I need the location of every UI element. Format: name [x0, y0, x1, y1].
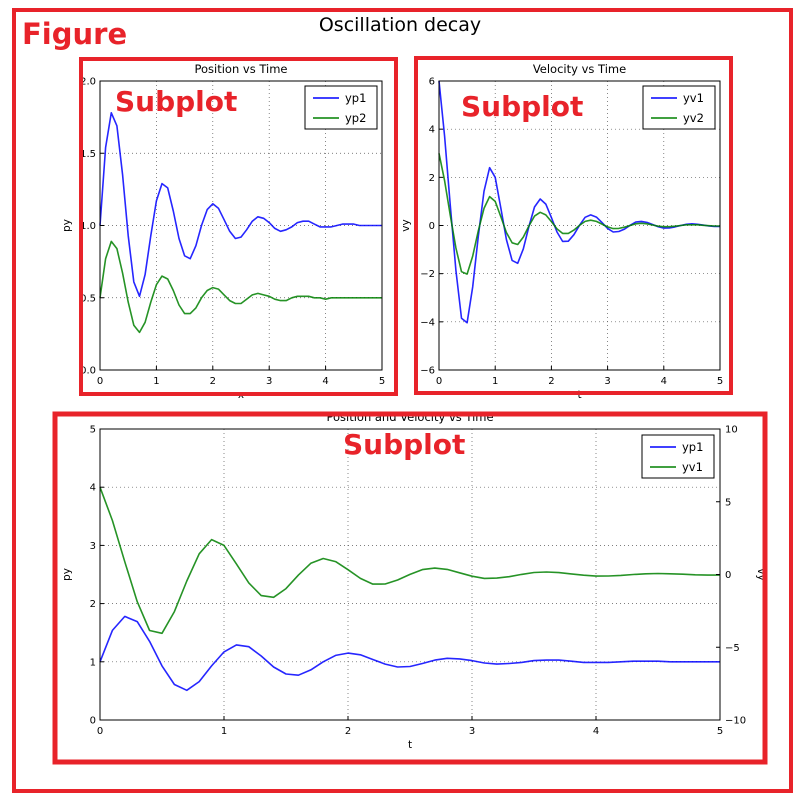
- y-tick-label: −6: [420, 366, 435, 377]
- figure-annotation-box: [12, 8, 793, 793]
- annotation-layer: Figure Subplot Subplot Subplot: [12, 8, 793, 793]
- x-tick-label: 0: [97, 726, 103, 737]
- y2-tick-label: 5: [725, 497, 731, 508]
- y2-tick-label: −10: [725, 716, 746, 727]
- y-tick-label: 0: [90, 716, 96, 727]
- y-tick-label: 2: [90, 599, 96, 610]
- legend-label-yp1: yp1: [682, 440, 703, 454]
- subplot-annotation-label-1: Subplot: [115, 85, 237, 118]
- subplot-annotation-label-3: Subplot: [343, 428, 465, 461]
- chart-title: Velocity vs Time: [533, 62, 626, 76]
- x-tick-label: 3: [266, 376, 272, 387]
- legend-label-yp2: yp2: [345, 111, 366, 125]
- x-tick-label: 3: [469, 726, 475, 737]
- y-axis-label: py: [61, 568, 73, 581]
- legend-label-yp1: yp1: [345, 91, 366, 105]
- legend-box: [642, 85, 716, 130]
- legend-box: [304, 85, 378, 130]
- x-tick-label: 1: [492, 376, 498, 387]
- x-tick-label: 5: [717, 726, 723, 737]
- y-tick-label: 1: [90, 657, 96, 668]
- series-line-yp2: [99, 240, 382, 334]
- subplot-annotation-label-2: Subplot: [461, 90, 583, 123]
- y2-tick-label: −5: [725, 643, 740, 654]
- legend-label-yv1: yv1: [683, 91, 704, 105]
- subplot-annotation-box-3: [52, 411, 768, 765]
- legend-label-yv2: yv2: [683, 111, 704, 125]
- series-line-yv1: [99, 486, 720, 635]
- x-tick-label: 0: [97, 376, 103, 387]
- series-line-yv2: [438, 153, 720, 275]
- y-axis-label: py: [61, 219, 73, 232]
- figure-annotation-label: Figure: [22, 17, 127, 51]
- x-tick-label: 2: [345, 726, 351, 737]
- x-tick-label: 0: [436, 376, 442, 387]
- y-tick-label: 4: [90, 483, 96, 494]
- y-tick-label: 6: [429, 77, 435, 88]
- figure-title: Oscillation decay: [319, 14, 481, 36]
- y-tick-label: 1.5: [80, 149, 96, 160]
- x-tick-label: 4: [661, 376, 667, 387]
- series-line-yp1: [99, 615, 720, 692]
- y-tick-label: 0.5: [80, 293, 96, 304]
- x-tick-label: 2: [210, 376, 216, 387]
- y-axis-label: vy: [400, 219, 412, 231]
- subplot-annotation-box-1: [79, 57, 398, 396]
- y-tick-label: −4: [420, 317, 435, 328]
- subplot-annotation-box-2: [414, 56, 733, 395]
- x-tick-label: 5: [717, 376, 723, 387]
- series-line-yp1: [99, 112, 382, 298]
- x-tick-label: 5: [379, 376, 385, 387]
- chart-title: Position vs Time: [194, 62, 287, 76]
- y-tick-label: 2: [429, 173, 435, 184]
- x-tick-label: 3: [604, 376, 610, 387]
- x-axis-label: t: [408, 739, 412, 751]
- y-tick-label: 4: [429, 125, 435, 136]
- x-tick-label: 1: [221, 726, 227, 737]
- y-tick-label: 0.0: [80, 366, 96, 377]
- y-tick-label: −2: [420, 269, 435, 280]
- y2-tick-label: 10: [725, 425, 738, 436]
- legend-label-yv1: yv1: [682, 460, 703, 474]
- y2-tick-label: 0: [725, 570, 731, 581]
- y-tick-label: 3: [90, 541, 96, 552]
- y-tick-label: 2.0: [80, 77, 96, 88]
- y-tick-label: 1.0: [80, 221, 96, 232]
- legend-box: [641, 434, 715, 479]
- x-tick-label: 1: [153, 376, 159, 387]
- x-tick-label: 4: [593, 726, 599, 737]
- y-tick-label: 0: [429, 221, 435, 232]
- y-tick-label: 5: [90, 425, 96, 436]
- x-tick-label: 4: [322, 376, 328, 387]
- x-tick-label: 2: [548, 376, 554, 387]
